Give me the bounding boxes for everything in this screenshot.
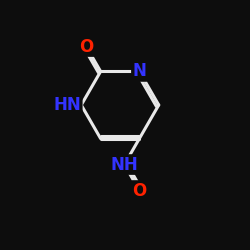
Text: N: N	[132, 62, 146, 80]
Text: O: O	[79, 38, 94, 56]
Text: O: O	[132, 182, 146, 200]
Text: NH: NH	[110, 156, 138, 174]
Text: HN: HN	[54, 96, 81, 114]
